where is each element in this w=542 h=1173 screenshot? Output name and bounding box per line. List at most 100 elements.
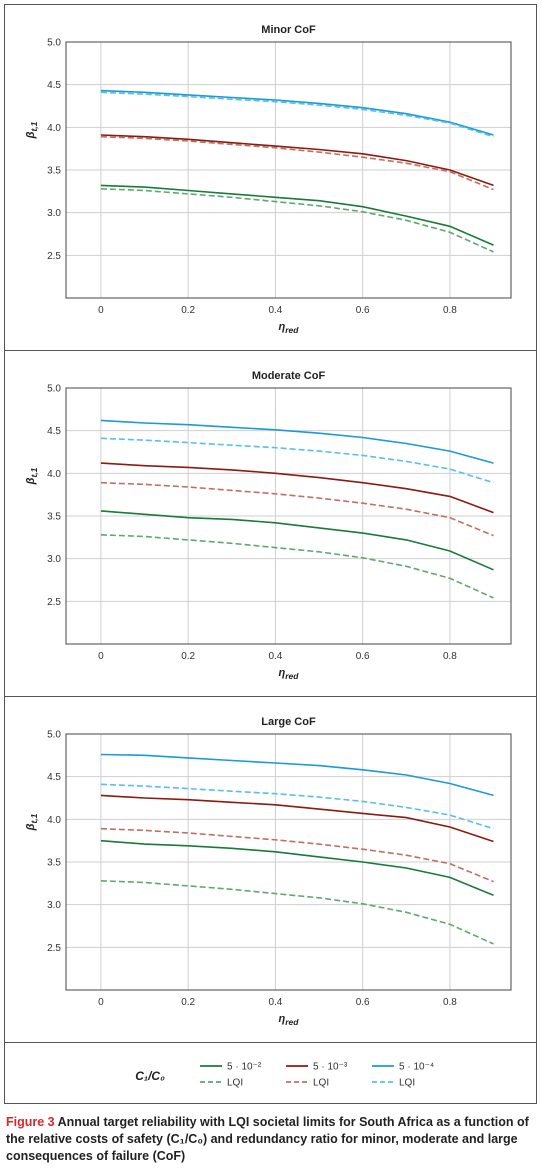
series-line-green <box>100 839 494 897</box>
series-line-green-lqi <box>100 534 494 599</box>
y-axis-label-sub: t,1 <box>29 467 39 477</box>
y-tick-label: 2.5 <box>47 597 61 608</box>
x-tick-label: 0.4 <box>268 651 282 662</box>
series-line-green-lqi <box>100 880 494 945</box>
y-tick-label: 3.5 <box>47 858 61 869</box>
legend-entry-label: 5 · 10⁻² <box>227 1062 262 1073</box>
y-axis-label-text: βt,1 <box>25 467 39 485</box>
plot-minor: Minor CoF 0 0.2 0.4 0.6 0.8 2.5 3.0 3.5 4.0 4.5 5.0 <box>47 24 512 316</box>
y-axis-label-main: β <box>25 823 37 831</box>
y-tick-label: 2.5 <box>47 943 61 954</box>
x-axis-label-sub: red <box>285 671 299 681</box>
x-tick-label: 0 <box>98 651 104 662</box>
plot-title: Large CoF <box>261 716 316 728</box>
y-tick-label: 4.0 <box>47 469 61 480</box>
plot-large: Large CoF 0 0.2 0.4 0.6 0.8 2.5 3.0 3.5 4.0 4.5 5.0 <box>47 716 512 1008</box>
x-axis-label-sub: red <box>285 325 299 335</box>
plot-moderate: Moderate CoF 0 0.2 0.4 0.6 0.8 2.5 3.0 3.5 4.0 4.5… <box>47 370 512 662</box>
legend-title: C₁/C₀ <box>135 1069 165 1083</box>
legend-entry-label: 5 · 10⁻⁴ <box>399 1062 434 1073</box>
x-tick-label: 0.2 <box>181 651 195 662</box>
series-line-red-lqi <box>100 827 494 883</box>
caption-text: Annual target reliability with LQI socie… <box>6 1115 529 1163</box>
y-axis-label: βt,1 <box>25 467 39 485</box>
x-tick-label: 0.8 <box>443 997 457 1008</box>
series-line-red <box>100 462 494 514</box>
x-tick-label: 0.4 <box>268 997 282 1008</box>
series-line-blue <box>100 89 494 136</box>
x-tick-label: 0.8 <box>443 305 457 316</box>
y-tick-label: 3.0 <box>47 554 61 565</box>
y-tick-label: 2.5 <box>47 251 61 262</box>
figure-caption: Figure 3 Annual target reliability with … <box>6 1114 536 1165</box>
plot-title: Minor CoF <box>261 24 316 36</box>
x-axis-label-text: ηred <box>279 667 300 681</box>
legend-entry-label: 5 · 10⁻³ <box>313 1062 348 1073</box>
y-tick-label: 3.0 <box>47 900 61 911</box>
y-axis-label-main: β <box>25 131 37 139</box>
series-line-green-lqi <box>100 188 494 253</box>
x-tick-label: 0 <box>98 305 104 316</box>
x-tick-label: 0.6 <box>356 651 370 662</box>
x-axis-label-main: η <box>279 1013 286 1025</box>
x-tick-label: 0 <box>98 997 104 1008</box>
series-line-red <box>100 794 494 843</box>
caption-label: Figure 3 <box>6 1115 55 1129</box>
chart-canvas: Minor CoF 0 0.2 0.4 0.6 0.8 2.5 3.0 3.5 4.0 4.5 5.0… <box>25 24 512 1089</box>
series-line-blue <box>100 419 494 464</box>
y-axis-label-main: β <box>25 477 37 485</box>
y-tick-label: 3.0 <box>47 208 61 219</box>
y-tick-label: 5.0 <box>47 730 61 741</box>
x-axis-label: ηred <box>279 321 300 335</box>
y-tick-label: 4.5 <box>47 80 61 91</box>
plot-title: Moderate CoF <box>252 370 326 382</box>
y-tick-label: 4.0 <box>47 815 61 826</box>
x-axis-label-main: η <box>279 667 286 679</box>
legend-entry-label: LQI <box>227 1078 243 1089</box>
series-line-blue-lqi <box>100 783 494 830</box>
x-tick-label: 0.8 <box>443 651 457 662</box>
y-tick-label: 5.0 <box>47 38 61 49</box>
series-line-blue-lqi <box>100 91 494 138</box>
series-line-red <box>100 134 494 187</box>
y-tick-label: 3.5 <box>47 166 61 177</box>
series-line-red-lqi <box>100 481 494 537</box>
series-line-blue-lqi <box>100 437 494 484</box>
x-axis-label: ηred <box>279 667 300 681</box>
x-tick-label: 0.6 <box>356 997 370 1008</box>
y-axis-label-sub: t,1 <box>29 813 39 823</box>
x-tick-label: 0.2 <box>181 305 195 316</box>
x-axis-label-text: ηred <box>279 321 300 335</box>
x-axis-label-main: η <box>279 321 286 333</box>
x-axis-label-sub: red <box>285 1017 299 1027</box>
x-axis-label: ηred <box>279 1013 300 1027</box>
y-tick-label: 3.5 <box>47 512 61 523</box>
y-axis-label: βt,1 <box>25 121 39 139</box>
x-tick-label: 0.6 <box>356 305 370 316</box>
series-line-green <box>100 510 494 571</box>
legend-entry-label: LQI <box>313 1078 329 1089</box>
plot-area-border <box>65 387 512 645</box>
y-tick-label: 4.5 <box>47 772 61 783</box>
series-line-red-lqi <box>100 135 494 191</box>
plot-area-border <box>65 41 512 299</box>
plot-area-border <box>65 733 512 991</box>
x-tick-label: 0.2 <box>181 997 195 1008</box>
series-line-green <box>100 184 494 246</box>
y-tick-label: 4.0 <box>47 123 61 134</box>
legend: C₁/C₀ 5 · 10⁻² 5 · 10⁻³ 5 · 10⁻⁴ LQI LQI LQI <box>135 1062 434 1089</box>
legend-frame <box>4 1042 537 1104</box>
y-tick-label: 4.5 <box>47 426 61 437</box>
y-tick-label: 5.0 <box>47 384 61 395</box>
x-tick-label: 0.4 <box>268 305 282 316</box>
y-axis-label-text: βt,1 <box>25 813 39 831</box>
y-axis-label-sub: t,1 <box>29 121 39 131</box>
x-axis-label-text: ηred <box>279 1013 300 1027</box>
panel-frame-minor <box>4 4 537 351</box>
y-axis-label: βt,1 <box>25 813 39 831</box>
legend-entry-label: LQI <box>399 1078 415 1089</box>
y-axis-label-text: βt,1 <box>25 121 39 139</box>
panel-frame-moderate <box>4 350 537 697</box>
series-line-blue <box>100 753 494 797</box>
